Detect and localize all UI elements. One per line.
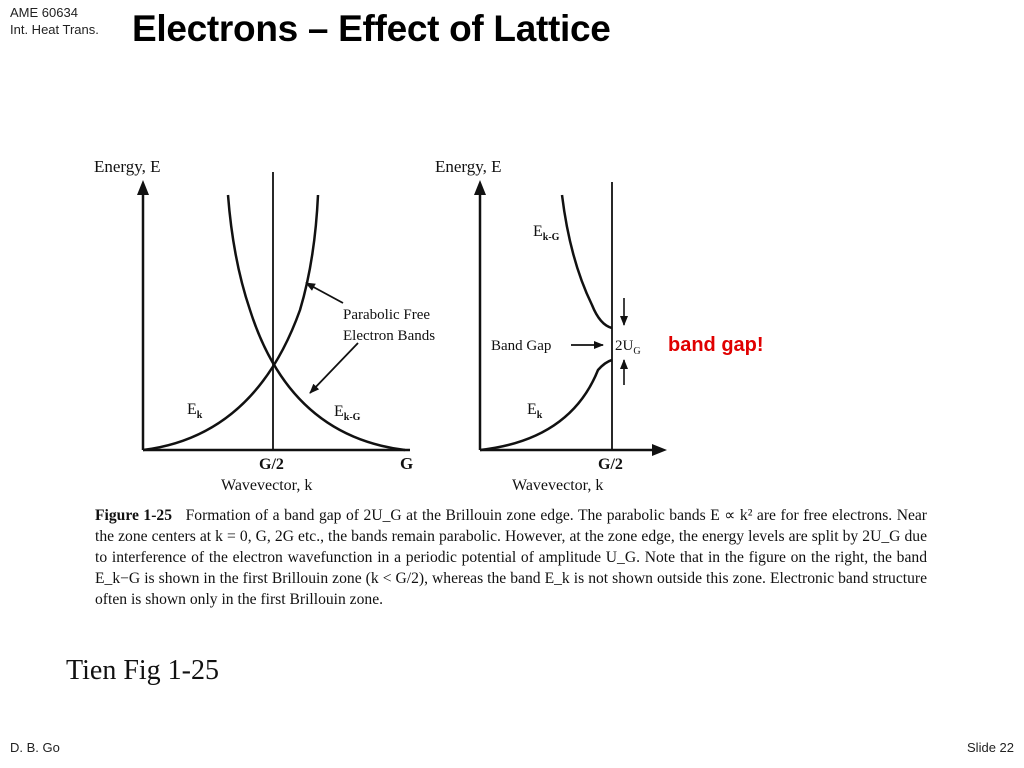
left-y-axis-label: Energy, E bbox=[94, 157, 161, 176]
right-tick-half: G/2 bbox=[598, 456, 623, 473]
footer-author: D. B. Go bbox=[10, 740, 60, 755]
band-gap-label: Band Gap bbox=[491, 338, 551, 354]
left-curve-ek bbox=[142, 194, 320, 452]
right-y-axis-label: Energy, E bbox=[435, 157, 502, 176]
left-tick-half: G/2 bbox=[259, 456, 284, 473]
caption-text: Formation of a band gap of 2U_G at the B… bbox=[95, 507, 927, 608]
right-x-arrow bbox=[652, 444, 667, 456]
right-label-ek: Ek bbox=[527, 401, 543, 421]
left-annotation-line1: Parabolic Free bbox=[343, 307, 430, 323]
left-label-ek: Ek bbox=[187, 401, 203, 421]
course-info: AME 60634 Int. Heat Trans. bbox=[10, 4, 99, 38]
left-annotation-line2: Electron Bands bbox=[343, 328, 435, 344]
left-panel bbox=[137, 172, 410, 452]
left-annotation-arrow-top bbox=[305, 282, 344, 304]
course-code: AME 60634 bbox=[10, 5, 78, 20]
right-x-axis-label: Wavevector, k bbox=[512, 477, 603, 494]
right-label-ekg: Ek-G bbox=[533, 223, 560, 243]
slide-number: Slide 22 bbox=[967, 740, 1014, 755]
course-name: Int. Heat Trans. bbox=[10, 22, 99, 37]
gap-value-label: 2UG bbox=[615, 338, 641, 357]
left-annotation-arrow-bottom bbox=[309, 342, 359, 394]
left-tick-g: G bbox=[400, 454, 413, 473]
right-curve-ek bbox=[479, 358, 613, 452]
right-y-arrow bbox=[474, 180, 486, 195]
band-gap-annotation: band gap! bbox=[668, 334, 764, 356]
right-panel bbox=[474, 180, 667, 456]
caption-label: Figure 1-25 bbox=[95, 507, 173, 524]
slide-title: Electrons – Effect of Lattice bbox=[132, 8, 611, 49]
right-curve-ekg bbox=[560, 194, 613, 330]
figure-source: Tien Fig 1-25 bbox=[66, 655, 220, 686]
left-y-arrow bbox=[137, 180, 149, 195]
left-x-axis-label: Wavevector, k bbox=[221, 477, 312, 494]
figure-caption: Figure 1-25 Formation of a band gap of 2… bbox=[95, 505, 927, 610]
left-curve-ekg bbox=[226, 194, 406, 452]
left-label-ekg: Ek-G bbox=[334, 403, 361, 423]
